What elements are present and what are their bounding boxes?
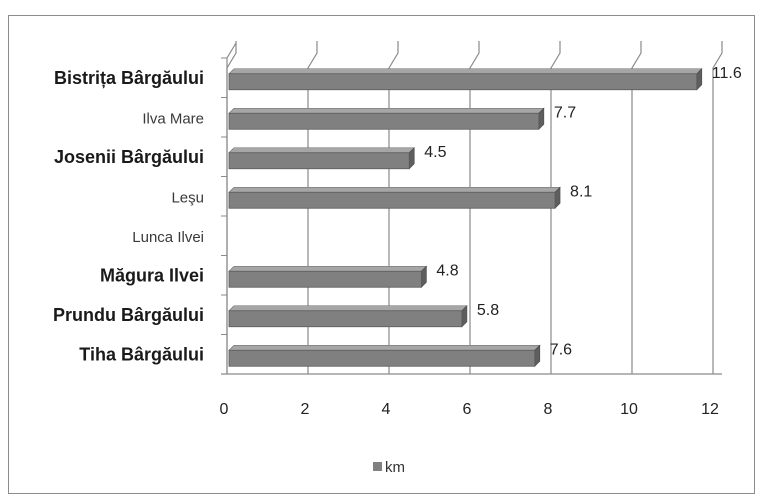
- x-tick-label: 0: [220, 401, 229, 418]
- gridline: [388, 41, 399, 374]
- category-label: Lunca Ilvei: [132, 229, 204, 246]
- data-label: 11.6: [712, 65, 742, 82]
- data-label: 7.6: [550, 341, 572, 358]
- bar: [228, 191, 556, 209]
- x-tick-label: 6: [463, 401, 472, 418]
- data-label: 4.8: [436, 262, 458, 279]
- bar: [228, 73, 698, 91]
- x-tick-label: 8: [544, 401, 553, 418]
- gridline: [550, 41, 561, 374]
- bar-top-face: [228, 186, 561, 193]
- category-label: Tiha Bârgăului: [79, 344, 204, 364]
- bar: [228, 112, 540, 130]
- gridline: [469, 41, 480, 374]
- legend-label: km: [385, 459, 405, 476]
- x-tick-label: 10: [620, 401, 638, 418]
- bar-top-face: [228, 305, 468, 312]
- category-label: Josenii Bârgăului: [54, 147, 204, 167]
- data-label: 4.5: [424, 144, 446, 161]
- bar: [228, 310, 463, 328]
- bar-top-face: [228, 265, 428, 272]
- bar-top-face: [228, 107, 545, 114]
- category-label: Ilva Mare: [142, 110, 204, 127]
- x-tick-label: 12: [701, 401, 719, 418]
- gridline: [631, 41, 642, 374]
- x-tick-label: 4: [382, 401, 391, 418]
- category-label: Bistrița Bârgăului: [54, 68, 204, 88]
- category-label: Leşu: [171, 189, 204, 206]
- x-tick-label: 2: [301, 401, 310, 418]
- bar: [228, 349, 536, 367]
- category-label: Măgura Ilvei: [100, 265, 204, 285]
- bar-top-face: [228, 344, 541, 351]
- gridline: [307, 41, 318, 374]
- bar: [228, 152, 410, 170]
- bar: [228, 270, 422, 288]
- data-label: 7.7: [554, 104, 576, 121]
- category-label: Prundu Bârgăului: [53, 305, 204, 325]
- gridline: [712, 41, 723, 374]
- data-label: 8.1: [570, 183, 592, 200]
- chart-frame: [8, 15, 755, 494]
- bar-top-face: [228, 68, 703, 75]
- bar-top-face: [228, 147, 415, 154]
- data-label: 5.8: [477, 302, 499, 319]
- legend-swatch: [373, 462, 382, 471]
